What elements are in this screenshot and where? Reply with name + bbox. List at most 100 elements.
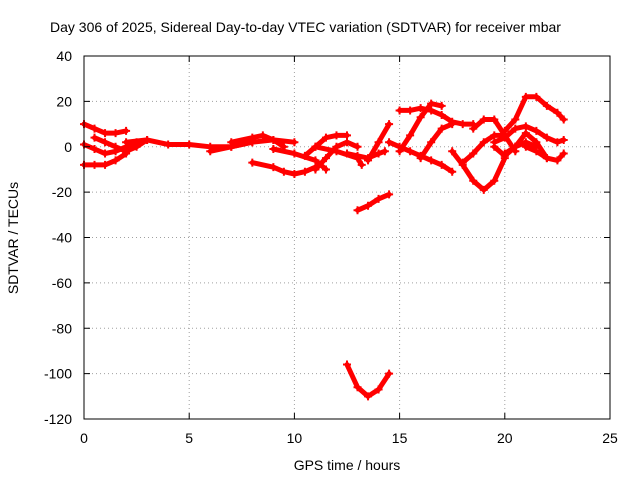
data-point-sat21	[469, 176, 478, 185]
data-point-sat23	[490, 115, 499, 124]
data-point-sat17	[437, 160, 446, 169]
data-point-sat4	[101, 138, 110, 147]
grid-lines	[84, 56, 610, 419]
data-point-sat2	[111, 156, 120, 165]
data-point-sat28	[532, 142, 541, 151]
data-point-sat1	[111, 129, 120, 138]
data-point-sat26	[542, 101, 551, 110]
data-point-sat20	[448, 120, 457, 129]
data-point-sat5	[185, 140, 194, 149]
data-point-sat22	[458, 158, 467, 167]
data-point-sat12	[332, 147, 341, 156]
data-point-sat25	[490, 138, 499, 147]
data-point-sat16	[385, 369, 394, 378]
data-point-sat28	[500, 149, 509, 158]
data-point-sat4	[132, 142, 141, 151]
data-point-sat27	[559, 149, 568, 158]
data-point-sat2	[101, 160, 110, 169]
data-point-sat26	[521, 92, 530, 101]
data-point-sat5	[122, 138, 131, 147]
data-point-sat3	[90, 145, 99, 154]
data-point-sat15	[353, 206, 362, 215]
data-point-sat11	[321, 154, 330, 163]
data-point-sat7	[227, 138, 236, 147]
data-point-sat17	[406, 147, 415, 156]
data-point-sat9	[269, 145, 278, 154]
data-point-sat7	[269, 135, 278, 144]
data-point-sat10	[321, 133, 330, 142]
x-tick-label: 0	[80, 430, 88, 446]
data-point-sat14	[385, 120, 394, 129]
data-point-sat4	[90, 133, 99, 142]
data-point-sat13	[380, 147, 389, 156]
series-line-sat28	[502, 139, 539, 157]
y-tick-label: 20	[56, 93, 72, 109]
data-point-sat6	[206, 147, 215, 156]
data-point-sat12	[311, 142, 320, 151]
data-point-sat19	[427, 99, 436, 108]
data-point-sat21	[490, 176, 499, 185]
data-point-sat5	[164, 140, 173, 149]
data-point-sat20	[437, 124, 446, 133]
axis-ticks: 0 5 10 15 20 25 -120 -100 -80 -60 -40 -20 0 20 40	[44, 48, 618, 446]
data-point-sat19	[406, 131, 415, 140]
x-tick-label: 20	[497, 430, 513, 446]
series-line-sat15	[355, 191, 392, 213]
data-point-sat1	[122, 126, 131, 135]
data-point-sat20	[427, 138, 436, 147]
data-point-sat11	[311, 165, 320, 174]
data-point-sat13	[353, 151, 362, 160]
data-point-sat25	[542, 133, 551, 142]
series-line-sat26	[502, 94, 567, 134]
data-point-sat18	[437, 110, 446, 119]
data-point-sat25	[500, 133, 509, 142]
x-tick-label: 5	[185, 430, 193, 446]
data-point-sat25	[521, 122, 530, 131]
data-point-sat13	[343, 149, 351, 158]
data-point-sat23	[469, 124, 478, 133]
data-point-sat7	[248, 133, 257, 142]
data-point-sat15	[374, 194, 383, 203]
data-point-sat25	[511, 124, 520, 133]
data-point-sat8	[290, 169, 299, 178]
data-point-sat10	[343, 131, 351, 140]
data-point-sat11	[353, 142, 362, 151]
y-tick-label: 0	[64, 139, 72, 155]
data-point-sat26	[553, 108, 562, 117]
y-tick-label: -120	[44, 411, 72, 427]
data-point-sat27	[542, 154, 551, 163]
data-point-sat2	[90, 160, 99, 169]
data-point-sat18	[395, 106, 404, 115]
y-tick-label: -60	[52, 275, 72, 291]
data-point-sat16	[343, 360, 351, 369]
data-point-sat26	[511, 115, 520, 124]
data-point-sat23	[479, 115, 488, 124]
data-point-sat10	[300, 151, 309, 160]
data-point-sat18	[416, 104, 425, 113]
data-point-sat15	[364, 201, 373, 210]
data-point-sat8	[300, 167, 309, 176]
data-point-sat17	[385, 138, 394, 147]
data-point-sat9	[311, 156, 320, 165]
data-point-sat19	[416, 113, 425, 122]
y-tick-label: -20	[52, 184, 72, 200]
data-point-sat4	[111, 142, 120, 151]
y-tick-label: 40	[56, 48, 72, 64]
data-point-sat26	[532, 92, 541, 101]
data-point-sat26	[559, 115, 568, 124]
data-point-sat1	[90, 124, 99, 133]
data-point-sat16	[364, 392, 373, 401]
data-point-sat14	[374, 138, 383, 147]
data-point-sat25	[532, 126, 541, 135]
data-point-sat20	[416, 154, 425, 163]
data-point-sat22	[469, 149, 478, 158]
data-point-sat28	[511, 142, 520, 151]
data-point-sat21	[448, 147, 457, 156]
y-tick-label: -40	[52, 230, 72, 246]
data-series	[80, 92, 568, 401]
data-point-sat9	[321, 165, 330, 174]
series-line-sat21	[449, 148, 508, 193]
data-point-sat17	[448, 167, 457, 176]
x-tick-label: 15	[392, 430, 408, 446]
